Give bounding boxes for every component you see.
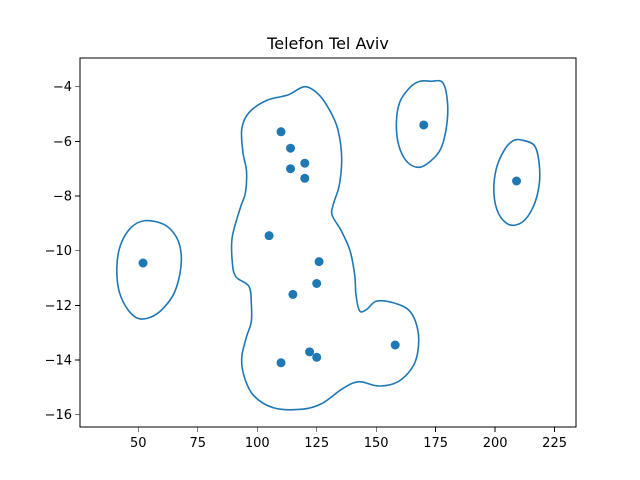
- x-tick-label: 125: [304, 436, 329, 451]
- scatter-point-8: [314, 257, 324, 267]
- x-tick-label: 75: [189, 436, 206, 451]
- scatter-point-10: [288, 289, 298, 299]
- scatter-point-5: [286, 164, 296, 174]
- scatter-point-9: [312, 279, 322, 288]
- plot-area: 50 75 100 125 150 175 200 225 −16−14−12−10−8−6−…: [45, 57, 577, 451]
- y-tick-label: −6: [53, 135, 72, 150]
- scatter-point-15: [419, 120, 429, 130]
- y-tick-label: −10: [45, 244, 72, 259]
- x-tick-label: 50: [130, 436, 147, 451]
- scatter-point-16: [512, 176, 522, 186]
- y-tick-label: −14: [45, 354, 72, 369]
- contour-line-2: [230, 85, 420, 411]
- scatter-point-12: [305, 347, 315, 357]
- scatter-point-2: [264, 231, 274, 241]
- x-tick-label: 175: [423, 436, 448, 451]
- x-tick-label: 150: [364, 436, 389, 451]
- scatter-point-14: [276, 358, 286, 368]
- contour-line-1: [116, 219, 183, 320]
- scatter-point-13: [312, 352, 322, 362]
- y-tick-label: −12: [45, 299, 72, 314]
- scatter-point-1: [138, 258, 148, 268]
- scatter-point-3: [276, 127, 286, 137]
- scatter-point-6: [300, 158, 310, 168]
- y-tick-label: −4: [53, 80, 72, 95]
- axes-frame: [79, 57, 577, 428]
- x-tick-label: 225: [542, 436, 567, 451]
- contour-line-4: [493, 138, 541, 227]
- scatter-point-11: [390, 340, 400, 350]
- x-tick-label: 100: [245, 436, 270, 451]
- scatter-point-7: [300, 173, 310, 183]
- contour-layer: [116, 79, 541, 411]
- y-axis-ticks: −16 −14 −12 −10 −8 −6 −4: [45, 80, 80, 423]
- x-axis-ticks: 50 75 100 125 150 175 200 225: [130, 427, 567, 451]
- y-tick-label: −8: [53, 190, 72, 205]
- y-tick-label: −16: [45, 408, 72, 423]
- scatter-point-4: [286, 143, 296, 153]
- x-tick-label: 200: [483, 436, 508, 451]
- contour-line-3: [395, 79, 449, 169]
- chart-title: Telefon Tel Aviv: [266, 34, 389, 53]
- point-layer: [138, 120, 522, 368]
